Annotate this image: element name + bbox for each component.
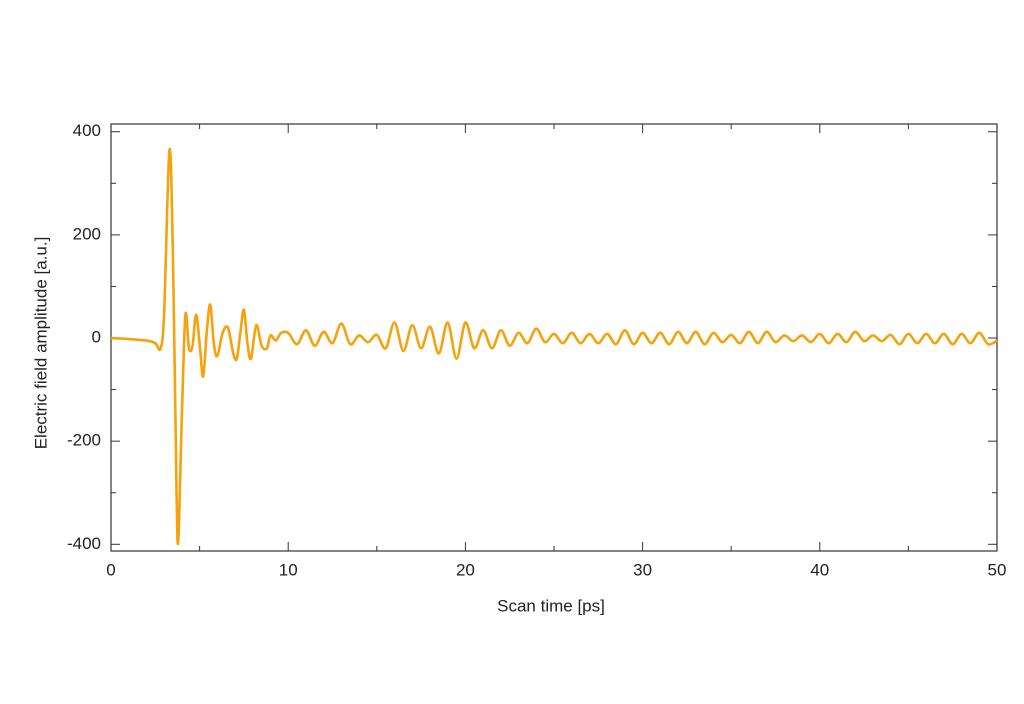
x-tick-label: 40 [810, 560, 829, 579]
y-axis-label: Electric field amplitude [a.u.] [31, 237, 50, 450]
y-tick-label: 0 [92, 328, 101, 347]
x-tick-label: 30 [633, 560, 652, 579]
y-tick-label: 400 [73, 121, 101, 140]
x-tick-label: 20 [456, 560, 475, 579]
y-tick-label: -400 [67, 534, 101, 553]
y-tick-label: -200 [67, 431, 101, 450]
plot-frame [110, 123, 998, 552]
x-axis-label: Scan time [ps] [497, 596, 605, 615]
y-tick-label: 200 [73, 224, 101, 243]
signal-line [110, 147, 998, 546]
x-tick-label: 10 [279, 560, 298, 579]
x-tick-label: 50 [988, 560, 1007, 579]
x-tick-label: 0 [106, 560, 115, 579]
